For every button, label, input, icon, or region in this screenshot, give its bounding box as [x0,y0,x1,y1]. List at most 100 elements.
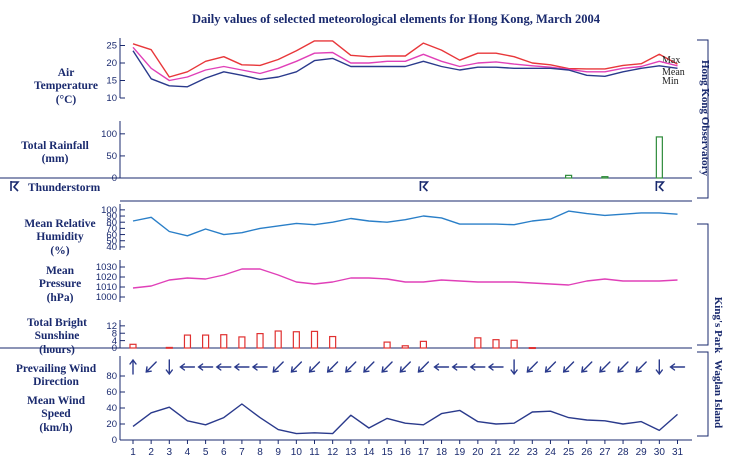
rainfall-bar [655,136,663,179]
pressure-tick-label: 1020 [96,272,117,283]
x-tick-label: 19 [454,447,466,458]
wind-direction-arrow [197,363,214,371]
temperature-legend-max: Max [662,55,680,66]
humidity-tick-label: 90 [106,211,117,222]
sunshine-bar [129,343,137,349]
temperature-label: Air Temperature (°C) [34,67,98,106]
humidity-label: Mean Relative Humidity (%) [24,218,95,257]
pressure-tick-label: 1010 [96,282,117,293]
sunshine-bar [165,346,173,349]
wind_speed-tick-label: 20 [106,419,117,430]
wind-direction-arrow [345,361,357,373]
rainfall-bar [601,176,609,179]
wind-direction-label-line-2: Direction [33,376,79,388]
wind-direction-arrow [381,361,393,373]
temperature-series-min [132,50,678,88]
humidity-tick-label: 50 [106,236,117,247]
sunshine-bar [274,330,282,349]
x-tick-label: 13 [345,447,357,458]
pressure-label-line-2: Pressure [39,278,81,290]
sunshine-bar [492,339,500,349]
temperature-series-max [132,40,678,78]
wind-direction-arrow [487,363,504,371]
x-tick-label: 31 [672,447,684,458]
thunderstorm-label-text: Thunderstorm [28,182,101,194]
wind-direction-arrow [399,361,411,373]
x-tick-label: 25 [563,447,575,458]
x-tick-label: 16 [400,447,412,458]
pressure-tick-label: 1030 [96,262,117,273]
rainfall-label-line-1: Total Rainfall [21,140,89,152]
humidity-series [132,210,678,237]
sunshine-bar [220,334,228,349]
wind_speed-tick-label: 60 [106,387,117,398]
axes-layer: 1015202505010040506070809010010001010102… [96,38,684,458]
temperature-label-line-2: Temperature [34,80,98,92]
wind-direction-arrow [215,363,232,371]
sunshine-label: Total Bright Sunshine (hours) [27,317,87,356]
wind-direction-label: Prevailing Wind Direction [16,363,97,388]
sunshine-bar [401,345,409,349]
station-label-wg: Waglan Island [712,360,724,428]
sunshine-bar [383,341,391,349]
wind_speed-tick-label: 80 [106,371,117,382]
wind-direction-arrow [272,361,284,373]
temperature-tick-label: 25 [106,41,117,52]
wind_speed-tick-label: 40 [106,403,117,414]
wind-direction-arrow [433,363,450,371]
sunshine-label-line-1: Total Bright [27,317,87,329]
pressure-label: Mean Pressure (hPa) [39,265,81,304]
x-tick-label: 18 [436,447,448,458]
thunderstorm-label: Thunderstorm [10,181,101,194]
humidity-tick-label: 100 [101,205,117,216]
wind-direction-arrow [635,361,647,373]
x-tick-label: 3 [167,447,173,458]
bracket-hong-kong-observatory: Hong Kong Observatory [697,39,711,199]
x-tick-label: 27 [599,447,611,458]
x-tick-label: 26 [581,447,593,458]
temperature-tick-label: 15 [106,76,117,87]
humidity-tick-label: 80 [106,217,117,228]
wind-direction-arrow [165,359,174,376]
temperature-tick-label: 20 [106,58,117,69]
x-tick-label: 14 [363,447,375,458]
rainfall-tick-label: 50 [106,151,117,162]
station-label-hko: Hong Kong Observatory [699,60,711,177]
x-tick-label: 12 [327,447,339,458]
bracket-kings-park: King's Park [697,223,724,354]
temperature-series-mean [132,46,678,82]
x-tick-label: 28 [617,447,629,458]
humidity-tick-label: 60 [106,230,117,241]
wind-speed-label: Mean Wind Speed (km/h) [27,395,86,434]
temperature-label-line-3: (°C) [56,94,77,106]
sunshine-bar [419,340,427,349]
temperature-legend-mean: Mean [662,67,685,78]
wind-speed-label-line-2: Speed [41,408,71,420]
x-tick-label: 11 [309,447,320,458]
wind-direction-arrow [326,361,339,373]
x-tick-label: 17 [418,447,430,458]
sunshine-bar [292,331,300,349]
wind-direction-arrow [617,361,629,373]
humidity-tick-label: 40 [106,242,117,253]
sunshine-bar [474,337,482,349]
sunshine-bar [202,334,210,349]
wind-direction-arrow [451,363,468,371]
x-tick-label: 10 [291,447,303,458]
x-tick-label: 23 [527,447,539,458]
wind_speed-tick-label: 0 [112,435,117,446]
wind-direction-arrow [669,363,686,371]
thunderstorm-icon [419,181,430,192]
sunshine-bar [528,347,536,350]
x-tick-label: 20 [472,447,484,458]
rainfall-label: Total Rainfall (mm) [21,140,89,165]
x-tick-label: 30 [654,447,666,458]
x-tick-label: 29 [636,447,648,458]
x-tick-label: 21 [490,447,502,458]
thunderstorm-icon [655,181,666,192]
wind-speed-series [132,403,678,435]
sunshine-bar [329,335,337,349]
sunshine-bar [510,339,518,349]
sunshine-tick-label: 8 [112,328,117,339]
